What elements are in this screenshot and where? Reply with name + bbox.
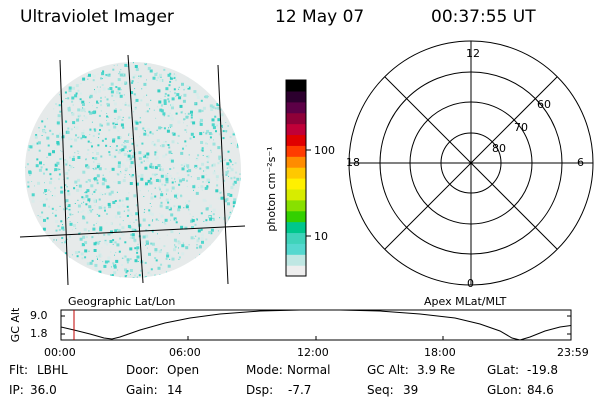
colorbar-unit-label: photon cm⁻²s⁻¹ — [265, 146, 278, 232]
colorbar-cell — [286, 188, 306, 201]
colorbar-cell — [286, 112, 306, 125]
seq-value: 39 — [403, 383, 419, 397]
colorbar-cell — [286, 199, 306, 212]
left-panel-caption: Geographic Lat/Lon — [68, 295, 176, 308]
time-label: 00:37:55 UT — [431, 7, 536, 27]
strip-ylabel: GC Alt — [9, 307, 22, 343]
colorbar-cell — [286, 90, 306, 103]
gain-label: Gain: — [126, 383, 158, 397]
glat-value: -19.8 — [527, 363, 559, 377]
mode-value: Normal — [287, 363, 331, 377]
seq-label: Seq: — [367, 383, 394, 397]
filter-value: LBHL — [37, 363, 68, 377]
strip-ytick-low: 1.8 — [30, 327, 48, 340]
colorbar-cell — [286, 134, 306, 146]
colorbar-cell — [286, 167, 306, 179]
gc-alt-label: GC Alt: — [367, 363, 409, 377]
colorbar-cell — [286, 80, 306, 92]
strip-xtick-3: 18:00 — [424, 346, 456, 359]
lat-label-60: 60 — [537, 98, 551, 111]
lat-label-80: 80 — [492, 142, 506, 155]
strip-xtick-1: 06:00 — [169, 346, 201, 359]
door-label: Door: — [126, 363, 159, 377]
strip-xtick-2: 12:00 — [297, 346, 329, 359]
mlt-label-left: 18 — [346, 156, 360, 169]
altitude-strip — [60, 309, 572, 341]
colorbar-cell — [286, 254, 306, 266]
colorbar — [285, 79, 311, 277]
colorbar-cell — [286, 265, 306, 277]
colorbar-cell — [286, 123, 306, 136]
ip-label: IP: — [9, 383, 24, 397]
strip-xtick-0: 00:00 — [44, 346, 76, 359]
right-panel-caption: Apex MLat/MLT — [424, 295, 507, 308]
filter-label: Flt: — [9, 363, 28, 377]
date-label: 12 May 07 — [275, 7, 365, 27]
mode-label: Mode: — [246, 363, 283, 377]
ip-value: 36.0 — [30, 383, 57, 397]
colorbar-cell — [286, 178, 306, 190]
dsp-value: -7.7 — [288, 383, 312, 397]
colorbar-cell — [286, 243, 306, 255]
colorbar-tick-label-10: 10 — [314, 230, 328, 243]
strip-ytick-high: 9.0 — [30, 309, 48, 322]
polar-grid — [348, 40, 594, 286]
mlt-label-top: 12 — [466, 47, 480, 60]
colorbar-cell — [286, 145, 306, 157]
glon-value: 84.6 — [527, 383, 554, 397]
door-value: Open — [167, 363, 200, 377]
colorbar-cell — [286, 101, 306, 114]
colorbar-cell — [286, 156, 306, 168]
gc-alt-value: 3.9 Re — [417, 363, 456, 377]
colorbar-tick-label-100: 100 — [314, 144, 335, 157]
gain-value: 14 — [167, 383, 183, 397]
mlt-label-right: 6 — [577, 156, 584, 169]
colorbar-cell — [286, 221, 306, 234]
glon-label: GLon: — [487, 383, 522, 397]
instrument-title: Ultraviolet Imager — [20, 7, 174, 27]
colorbar-cell — [286, 210, 306, 223]
colorbar-cell — [286, 232, 306, 244]
mlt-label-bottom: 0 — [467, 277, 474, 290]
geographic-grid — [19, 54, 246, 286]
lat-label-70: 70 — [514, 121, 528, 134]
glat-label: GLat: — [487, 363, 520, 377]
dsp-label: Dsp: — [246, 383, 274, 397]
uv-image-disk — [25, 62, 241, 278]
strip-xtick-4: 23:59 — [557, 346, 589, 359]
